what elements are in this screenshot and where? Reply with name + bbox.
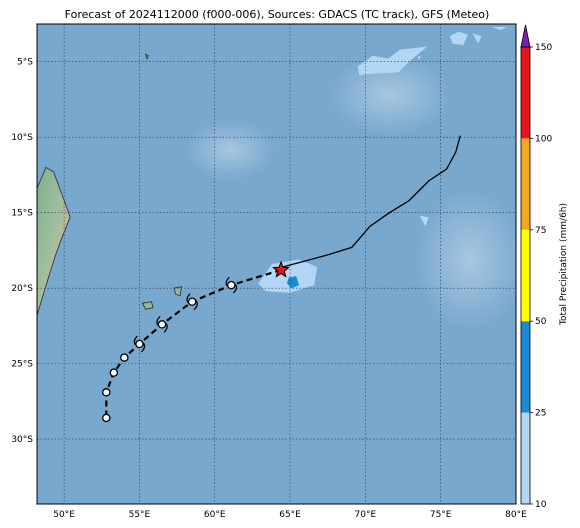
precip-area: [449, 31, 468, 46]
x-tick-label: 60°E: [204, 510, 226, 520]
y-tick-label: 30°S: [11, 435, 33, 445]
forecast-point: [156, 315, 168, 333]
x-tick-label: 55°E: [129, 510, 151, 520]
land-mauritius: [173, 286, 183, 297]
colorbar-tick-label: 75: [535, 226, 546, 236]
x-tick-label: 70°E: [355, 510, 377, 520]
colorbar-tick-label: 50: [535, 317, 547, 327]
track-layer: [102, 135, 461, 423]
precip-area: [419, 215, 429, 227]
forecast-point: [186, 293, 198, 311]
colorbar-frame: [520, 46, 531, 505]
x-tick-label: 75°E: [430, 510, 452, 520]
forecast-point-marker: [187, 297, 197, 306]
forecast-point: [120, 353, 129, 362]
colorbar-tick-label: 25: [535, 409, 546, 419]
cloud-haze: [415, 190, 516, 330]
cloud-haze: [185, 120, 275, 180]
precip-area: [418, 55, 422, 61]
colorbar-tick-label: 10: [535, 500, 547, 510]
grid-layer: [37, 24, 516, 504]
cyclone-arm: [133, 335, 138, 346]
cyclone-arm: [140, 342, 146, 353]
land-madagascar: [37, 166, 71, 316]
forecast-point-marker: [227, 280, 236, 290]
y-tick-label: 25°S: [11, 360, 33, 370]
precip-area: [287, 276, 300, 289]
y-tick-label: 10°S: [11, 133, 33, 143]
x-tick-labels: 50°E 55°E 60°E 65°E 70°E 75°E 80°E: [53, 510, 527, 520]
x-tick-label: 65°E: [279, 510, 301, 520]
precipitation-layer: [258, 27, 507, 293]
x-tick-label: 50°E: [53, 510, 75, 520]
cyclone-arm: [225, 276, 230, 287]
colorbar-tick-label: 150: [535, 43, 552, 53]
x-tick-label: 80°E: [505, 510, 527, 520]
y-tick-label: 5°S: [17, 58, 33, 68]
cyclone-arm: [186, 293, 191, 304]
past-track-line: [282, 135, 461, 268]
colorbar-bin: [521, 47, 530, 139]
colorbar-extend-arrow: [520, 24, 531, 48]
chart-title: Forecast of 2024112000 (f000-006), Sourc…: [65, 8, 490, 21]
forecast-point-marker: [102, 388, 111, 397]
cyclone-arm: [156, 315, 161, 326]
forecast-point-marker: [109, 368, 119, 377]
map-area: [37, 24, 516, 504]
forecast-point-marker: [157, 320, 167, 329]
forecast-point-marker: [135, 339, 144, 349]
land-reunion: [141, 301, 154, 310]
cyclone-arm: [163, 323, 168, 333]
forecast-point: [109, 368, 119, 377]
y-tick-label: 20°S: [11, 284, 33, 294]
map-frame: [36, 23, 517, 505]
colorbar-bin: [521, 138, 530, 230]
colorbar-bin: [521, 229, 530, 322]
forecast-point: [225, 276, 238, 294]
current-position-star: [272, 260, 290, 278]
precip-area: [491, 27, 507, 30]
cyclone-arm: [193, 300, 198, 311]
y-tick-labels: 5°S 10°S 15°S 20°S 25°S 30°S: [11, 58, 33, 445]
forecast-point: [102, 413, 111, 423]
colorbar-bin: [521, 321, 530, 413]
colorbar: 10 25 50 75 100 150: [520, 24, 552, 510]
y-tick-label: 15°S: [11, 209, 33, 219]
colorbar-tick-label: 100: [535, 134, 552, 144]
forecast-point-marker: [102, 413, 111, 423]
forecast-point: [133, 335, 146, 353]
precip-area: [472, 33, 482, 44]
forecast-point-marker: [120, 353, 129, 362]
colorbar-label: Total Precipitation (mm/6h): [559, 203, 569, 326]
colorbar-bin: [521, 412, 530, 504]
land-seychelles: [144, 53, 150, 60]
precip-area: [357, 46, 428, 76]
cyclone-arm: [232, 283, 238, 294]
forecast-point: [102, 388, 111, 397]
